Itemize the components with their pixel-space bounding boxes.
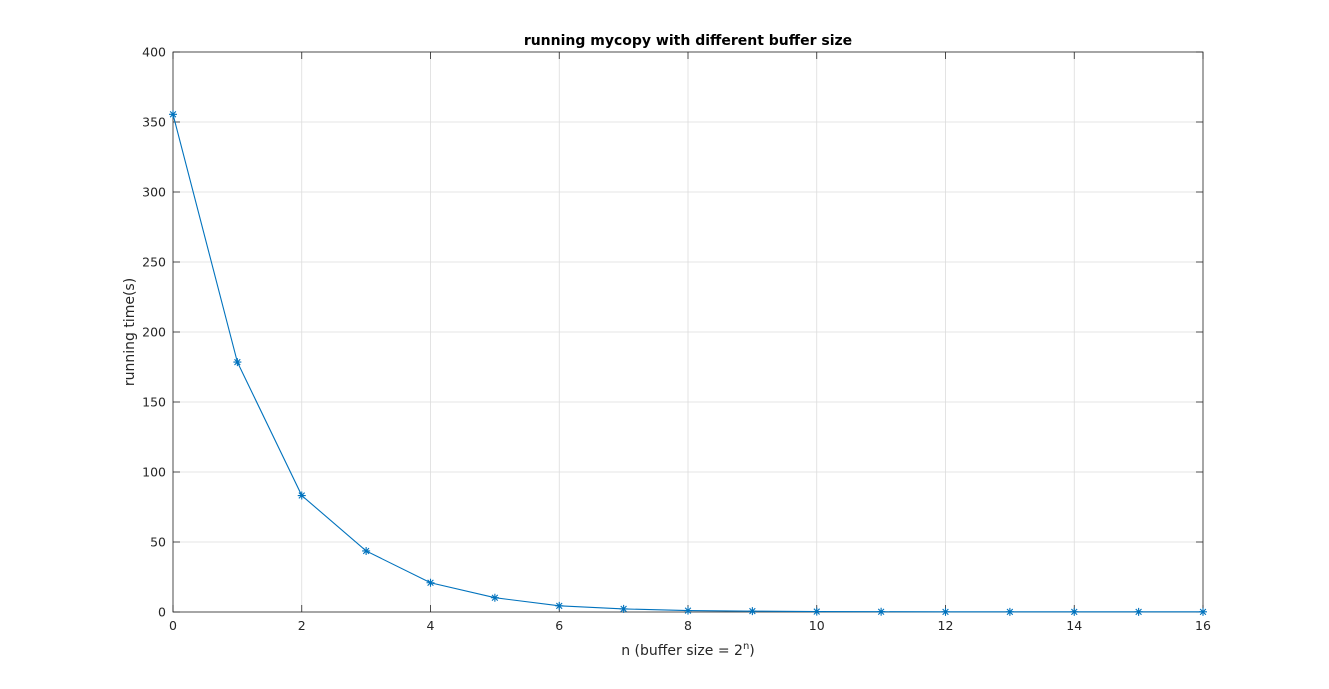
data-point-marker [684, 606, 692, 615]
x-tick-label: 16 [1195, 618, 1211, 633]
data-point-marker [233, 358, 242, 367]
data-point-marker [426, 578, 435, 587]
data-point-marker [555, 601, 564, 610]
x-tick-label: 10 [809, 618, 825, 633]
x-tick-label: 6 [555, 618, 563, 633]
x-tick-label: 8 [684, 618, 692, 633]
data-point-marker [619, 604, 628, 613]
y-tick-label: 0 [158, 605, 166, 620]
data-point-marker [941, 607, 950, 616]
axis-ticks: 0 2 4 6 8 10 12 14 16 0 50 100 150 200 250 300 350 400 [142, 45, 1211, 634]
data-point-marker [812, 607, 821, 616]
y-tick-label: 150 [142, 395, 166, 410]
series-0 [169, 110, 1207, 616]
x-axis-title-superscript: n [743, 641, 749, 652]
data-point-marker [1134, 607, 1143, 616]
data-point-marker [1070, 607, 1079, 616]
chart-title: running mycopy with different buffer siz… [524, 33, 852, 49]
x-tick-label: 0 [169, 618, 177, 633]
data-point-marker [877, 607, 886, 616]
y-tick-label: 350 [142, 115, 166, 130]
y-tick-label: 250 [142, 255, 166, 270]
y-tick-label: 200 [142, 325, 166, 340]
data-point-marker [1199, 607, 1207, 616]
data-point-marker [169, 110, 177, 119]
data-point-marker [1005, 607, 1014, 616]
grid [172, 51, 1204, 613]
x-tick-label: 2 [298, 618, 306, 633]
data-point-marker [297, 491, 306, 500]
x-tick-label: 4 [427, 618, 435, 633]
x-tick-label: 12 [938, 618, 954, 633]
data-point-marker [490, 593, 499, 602]
y-axis-title: running time(s) [122, 278, 138, 386]
y-tick-label: 400 [142, 45, 166, 60]
x-axis-title: n (buffer size = 2n) [621, 641, 755, 659]
data-point-marker [362, 546, 371, 555]
y-tick-label: 100 [142, 465, 166, 480]
y-tick-label: 50 [150, 535, 166, 550]
x-axis-title-suffix: ) [749, 643, 754, 659]
data-point-marker [748, 607, 757, 616]
series-layer [169, 110, 1207, 616]
x-axis-title-main: n (buffer size = 2 [621, 643, 743, 659]
y-tick-label: 300 [142, 185, 166, 200]
x-tick-label: 14 [1066, 618, 1082, 633]
